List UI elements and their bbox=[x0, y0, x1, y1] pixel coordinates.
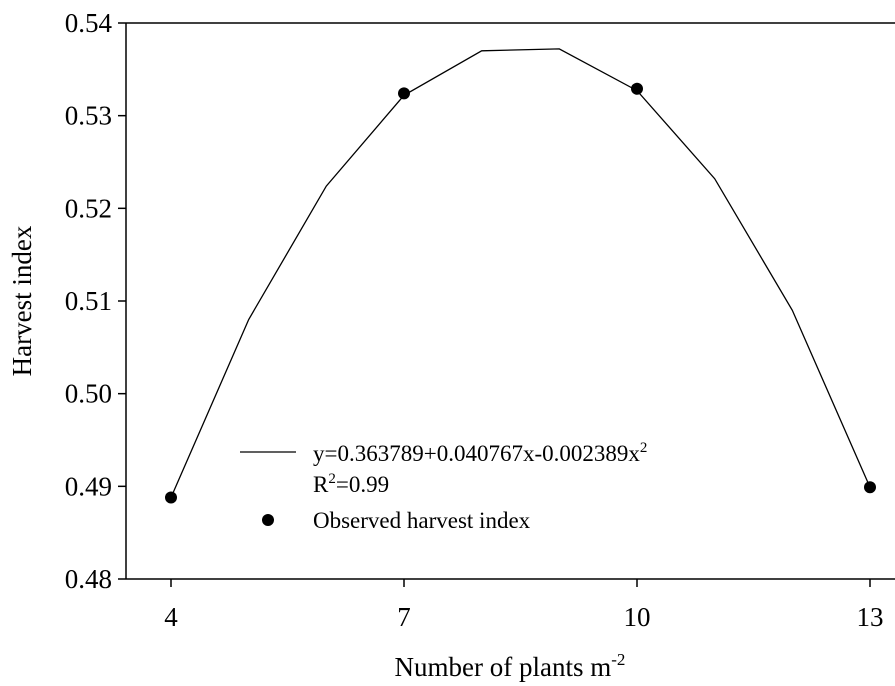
x-axis-label-superscript: -2 bbox=[611, 650, 625, 669]
axes bbox=[125, 22, 895, 580]
y-ticks: 0.48 0.49 0.50 0.51 0.52 0.53 0.54 bbox=[65, 8, 126, 594]
fitted-curve bbox=[170, 48, 871, 498]
observed-point bbox=[631, 82, 643, 95]
observed-point bbox=[398, 87, 410, 100]
x-tick-label: 4 bbox=[164, 602, 178, 632]
x-tick-label: 10 bbox=[624, 602, 651, 632]
y-tick-label: 0.49 bbox=[65, 471, 112, 501]
y-tick-label: 0.54 bbox=[65, 8, 113, 38]
legend-observed-label: Observed harvest index bbox=[313, 508, 531, 533]
x-tick-label: 13 bbox=[857, 602, 884, 632]
legend-fit-equation-superscript: 2 bbox=[640, 440, 648, 456]
legend-fit-equation-main: y=0.363789+0.040767x-0.002389x bbox=[313, 441, 640, 466]
legend-observed-marker bbox=[262, 514, 274, 526]
legend-r-squared-value: =0.99 bbox=[336, 472, 389, 497]
y-tick-label: 0.52 bbox=[65, 193, 112, 223]
observed-points bbox=[165, 82, 876, 504]
y-tick-label: 0.53 bbox=[65, 101, 112, 131]
y-axis-label: Harvest index bbox=[7, 225, 37, 376]
legend-r-squared-superscript: 2 bbox=[328, 471, 336, 487]
y-tick-label: 0.50 bbox=[65, 379, 112, 409]
observed-point bbox=[165, 491, 177, 504]
observed-point bbox=[864, 481, 876, 494]
y-tick-label: 0.51 bbox=[65, 286, 112, 316]
legend: y=0.363789+0.040767x-0.002389x2 R2=0.99 … bbox=[240, 440, 647, 533]
legend-r-squared: R2=0.99 bbox=[313, 471, 389, 497]
x-axis-label: Number of plants m-2 bbox=[395, 650, 626, 682]
y-tick-label: 0.48 bbox=[65, 564, 112, 594]
plot-area bbox=[165, 48, 876, 504]
legend-fit-equation: y=0.363789+0.040767x-0.002389x2 bbox=[313, 440, 647, 466]
x-axis-label-main: Number of plants m bbox=[395, 652, 612, 682]
x-ticks: 4 7 10 13 bbox=[164, 579, 884, 632]
legend-r-squared-base: R bbox=[313, 472, 329, 497]
x-tick-label: 7 bbox=[397, 602, 411, 632]
